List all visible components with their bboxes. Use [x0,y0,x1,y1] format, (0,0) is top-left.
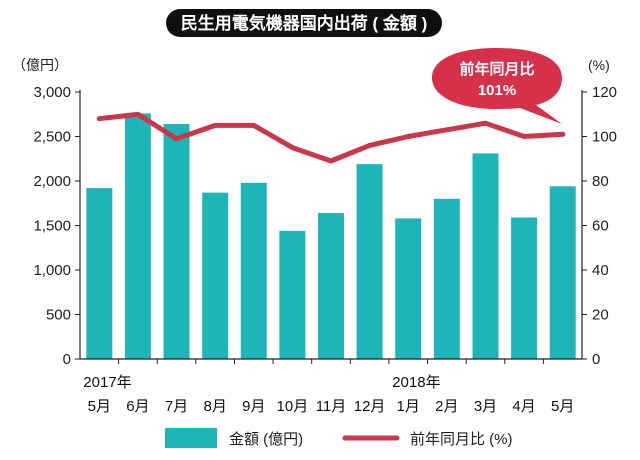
right-tick-label-2: 40 [592,262,609,279]
chart-title: 民生用電気機器国内出荷 ( 金額 ) [166,9,442,37]
right-tick-label-6: 120 [592,84,617,101]
bar-7 [356,164,383,359]
bar-12 [549,186,576,359]
right-axis-unit: (%) [588,57,610,73]
left-tick-label-0: 0 [63,351,71,368]
right-tick-label-3: 60 [592,218,609,235]
title-text: 民生用電気機器国内出荷 ( 金額 ) [181,13,428,33]
bar-10 [472,153,499,359]
legend-line-label: 前年同月比 (%) [410,431,513,448]
bar-series [86,113,576,360]
left-tick-label-4: 2,000 [33,173,71,190]
bar-2 [163,124,190,359]
callout-line2: 101% [478,82,516,99]
x-label-4: 9月 [242,398,265,415]
left-tick-label-3: 1,500 [33,218,71,235]
yoy-point-11 [521,134,527,139]
x-label-5: 10月 [277,398,309,415]
yoy-point-4 [251,123,257,128]
x-label-6: 11月 [316,398,347,415]
bar-8 [395,218,422,359]
legend-bar-swatch [165,428,217,448]
x-label-9: 2月 [435,398,458,415]
bar-1 [124,113,151,360]
bar-4 [240,182,267,359]
yoy-point-3 [212,123,218,128]
bar-3 [202,192,229,359]
x-axis-labels: 5月 6月 7月 8月 9月 10月 11月 12月 1月 2月 3月 4月 5月 2017年 2018年 [83,374,574,415]
x-label-11: 4月 [512,398,535,415]
left-axis-ticks: 0 500 1,000 1,500 2,000 2,500 3,000 [33,84,80,368]
x-label-2: 7月 [165,398,188,415]
left-tick-label-6: 3,000 [33,84,71,101]
left-axis-unit: （億円） [12,57,68,73]
yoy-point-5 [290,145,295,151]
yoy-point-7 [367,143,372,148]
yoy-point-8 [405,134,411,139]
right-tick-label-1: 20 [592,307,609,324]
right-axis-ticks: 0 20 40 60 80 100 120 [582,84,617,368]
right-tick-label-4: 80 [592,173,609,190]
title-background [166,9,442,37]
x-label-3: 8月 [204,398,227,415]
yoy-point-2 [174,136,179,142]
x-label-1: 6月 [126,398,149,415]
bar-0 [86,188,113,359]
right-tick-label-5: 100 [592,129,617,146]
yoy-point-9 [444,127,450,133]
legend: 金額 (億円) 前年同月比 (%) [165,428,513,448]
x-label-10: 3月 [474,398,497,415]
left-tick-label-2: 1,000 [33,262,71,279]
x-label-0: 5月 [88,398,111,415]
yoy-point-1 [135,111,141,117]
year-label-1: 2018年 [392,374,440,391]
legend-bar-label: 金額 (億円) [229,431,303,448]
yoy-point-6 [328,158,334,164]
bar-6 [318,213,344,359]
bar-5 [279,230,306,359]
yoy-point-10 [483,120,488,126]
x-label-7: 12月 [354,398,386,415]
yoy-point-0 [96,116,102,122]
callout: 前年同月比 101% [432,48,562,124]
x-label-8: 1月 [397,398,420,415]
callout-line1: 前年同月比 [459,60,534,78]
left-tick-label-1: 500 [46,307,71,324]
year-label-0: 2017年 [83,374,131,391]
x-label-12: 5月 [551,398,574,415]
line-series [96,111,566,164]
yoy-point-12 [560,131,566,137]
callout-bubble [432,48,562,124]
bar-11 [511,217,538,359]
left-tick-label-5: 2,500 [33,129,71,146]
bar-9 [433,198,460,359]
right-tick-label-0: 0 [592,351,600,368]
